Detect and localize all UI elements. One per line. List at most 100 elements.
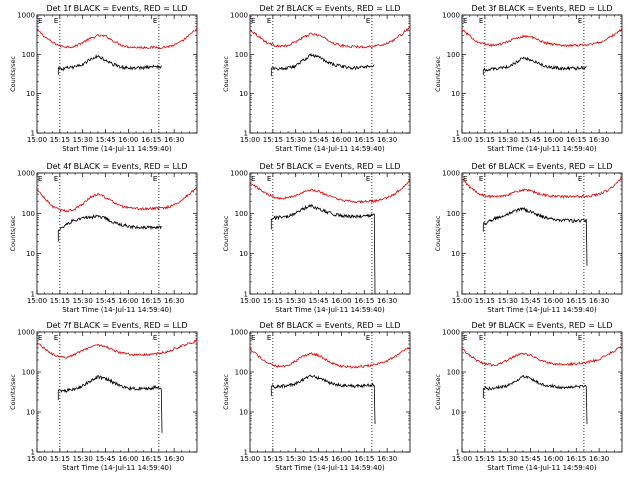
plot-frame <box>249 331 411 453</box>
x-tick-label: 15:00 <box>240 297 260 305</box>
events-series-line <box>57 214 162 242</box>
y-tick-label: 10 <box>451 409 460 417</box>
y-tick-label: 100 <box>235 51 248 59</box>
x-tick-label: 15:30 <box>286 297 306 305</box>
x-tick-label: 15:00 <box>452 455 472 463</box>
events-series-line <box>57 375 163 433</box>
x-tick-label: 15:45 <box>520 455 540 463</box>
interval-flag: E <box>267 17 271 25</box>
interval-flag-left: E <box>463 175 467 183</box>
y-tick-label: 10 <box>239 409 248 417</box>
interval-flag: E <box>366 334 370 342</box>
y-tick-label: 100 <box>235 369 248 377</box>
x-tick-label: 16:30 <box>164 136 184 144</box>
events-series-line <box>270 374 376 425</box>
interval-flag-left: E <box>38 175 42 183</box>
x-axis-label: Start Time (14-Jul-11 14:59:40) <box>487 145 597 153</box>
y-axis-label: Counts/sec <box>222 374 230 410</box>
x-tick-label: 16:00 <box>331 297 351 305</box>
plot-frame <box>461 172 623 295</box>
panel-title: Det 7f BLACK = Events, RED = LLD <box>46 321 187 330</box>
y-axis-label: Counts/sec <box>9 215 17 251</box>
y-tick-label: 100 <box>447 210 460 218</box>
y-axis-label: Counts/sec <box>9 56 17 92</box>
y-tick-label: 100 <box>447 369 460 377</box>
x-tick-label: 16:30 <box>589 455 609 463</box>
interval-flag: E <box>578 175 582 183</box>
panel-title: Det 9f BLACK = Events, RED = LLD <box>471 321 612 330</box>
y-axis-label: Counts/sec <box>434 374 442 410</box>
panel-title: Det 8f BLACK = Events, RED = LLD <box>259 321 400 330</box>
interval-flag: E <box>578 334 582 342</box>
events-series-line <box>482 56 587 75</box>
x-axis-label: Start Time (14-Jul-11 14:59:40) <box>275 145 385 153</box>
y-tick-label: 10 <box>239 250 248 258</box>
x-tick-label: 16:00 <box>543 136 563 144</box>
x-tick-label: 15:15 <box>50 455 70 463</box>
x-tick-label: 15:00 <box>27 297 47 305</box>
x-tick-label: 15:15 <box>263 136 283 144</box>
interval-flag-left: E <box>251 334 255 342</box>
plot-frame <box>461 331 623 453</box>
y-tick-label: 100 <box>235 210 248 218</box>
x-tick-label: 15:30 <box>498 136 518 144</box>
y-tick-label: 1000 <box>442 12 460 20</box>
panel-det-6: Det 6f BLACK = Events, RED = LLD 1 10 100 10… <box>434 162 623 314</box>
events-series-line <box>482 206 588 266</box>
interval-flag: E <box>267 175 271 183</box>
interval-flag: E <box>153 175 157 183</box>
panel-det-4: Det 4f BLACK = Events, RED = LLD 1 10 100 10… <box>9 162 198 314</box>
panel-det-2: Det 2f BLACK = Events, RED = LLD 1 10 100 10… <box>222 4 411 153</box>
interval-flag-left: E <box>463 17 467 25</box>
panel-det-7: Det 7f BLACK = Events, RED = LLD 1 10 100 10… <box>9 321 198 472</box>
panel-det-1: Det 1f BLACK = Events, RED = LLD 1 10 100 10… <box>9 4 198 153</box>
panel-title: Det 6f BLACK = Events, RED = LLD <box>471 162 612 171</box>
x-tick-label: 15:15 <box>50 136 70 144</box>
y-tick-label: 1 <box>31 449 35 457</box>
x-axis-label: Start Time (14-Jul-11 14:59:40) <box>62 145 172 153</box>
interval-flag: E <box>54 334 58 342</box>
plot-frame <box>249 14 411 134</box>
y-axis-label: Counts/sec <box>434 215 442 251</box>
y-tick-label: 1000 <box>230 12 248 20</box>
y-tick-label: 100 <box>22 369 35 377</box>
interval-flag-left: E <box>251 17 255 25</box>
x-tick-label: 15:30 <box>73 136 93 144</box>
x-tick-label: 15:15 <box>50 297 70 305</box>
x-tick-label: 15:00 <box>452 297 472 305</box>
panel-det-8: Det 8f BLACK = Events, RED = LLD 1 10 100 10… <box>222 321 411 472</box>
y-tick-label: 10 <box>26 250 35 258</box>
x-tick-label: 15:00 <box>452 136 472 144</box>
x-tick-label: 16:30 <box>377 136 397 144</box>
x-tick-label: 15:15 <box>475 455 495 463</box>
x-tick-label: 15:45 <box>95 297 115 305</box>
y-tick-label: 1000 <box>230 170 248 178</box>
y-tick-label: 1000 <box>17 12 35 20</box>
y-tick-label: 1 <box>456 449 460 457</box>
x-tick-label: 15:30 <box>286 455 306 463</box>
x-tick-label: 16:00 <box>118 455 138 463</box>
interval-flag: E <box>267 334 271 342</box>
plot-frame <box>36 331 198 453</box>
y-tick-label: 10 <box>239 90 248 98</box>
y-tick-label: 1000 <box>17 329 35 337</box>
plot-frame <box>249 172 411 295</box>
y-tick-label: 1000 <box>442 170 460 178</box>
plot-frame <box>36 172 198 295</box>
x-tick-label: 16:15 <box>354 136 374 144</box>
x-tick-label: 15:00 <box>27 136 47 144</box>
y-tick-label: 1000 <box>442 329 460 337</box>
y-tick-label: 100 <box>447 51 460 59</box>
lld-series-line <box>249 179 411 204</box>
events-series-line <box>270 204 376 295</box>
x-tick-label: 15:15 <box>475 297 495 305</box>
y-tick-label: 1 <box>244 449 248 457</box>
x-tick-label: 15:30 <box>286 136 306 144</box>
panel-title: Det 5f BLACK = Events, RED = LLD <box>259 162 400 171</box>
x-axis-label: Start Time (14-Jul-11 14:59:40) <box>275 464 385 472</box>
plot-frame <box>461 14 623 134</box>
interval-flag-left: E <box>38 17 42 25</box>
events-series-line <box>482 374 588 425</box>
x-tick-label: 15:00 <box>240 455 260 463</box>
